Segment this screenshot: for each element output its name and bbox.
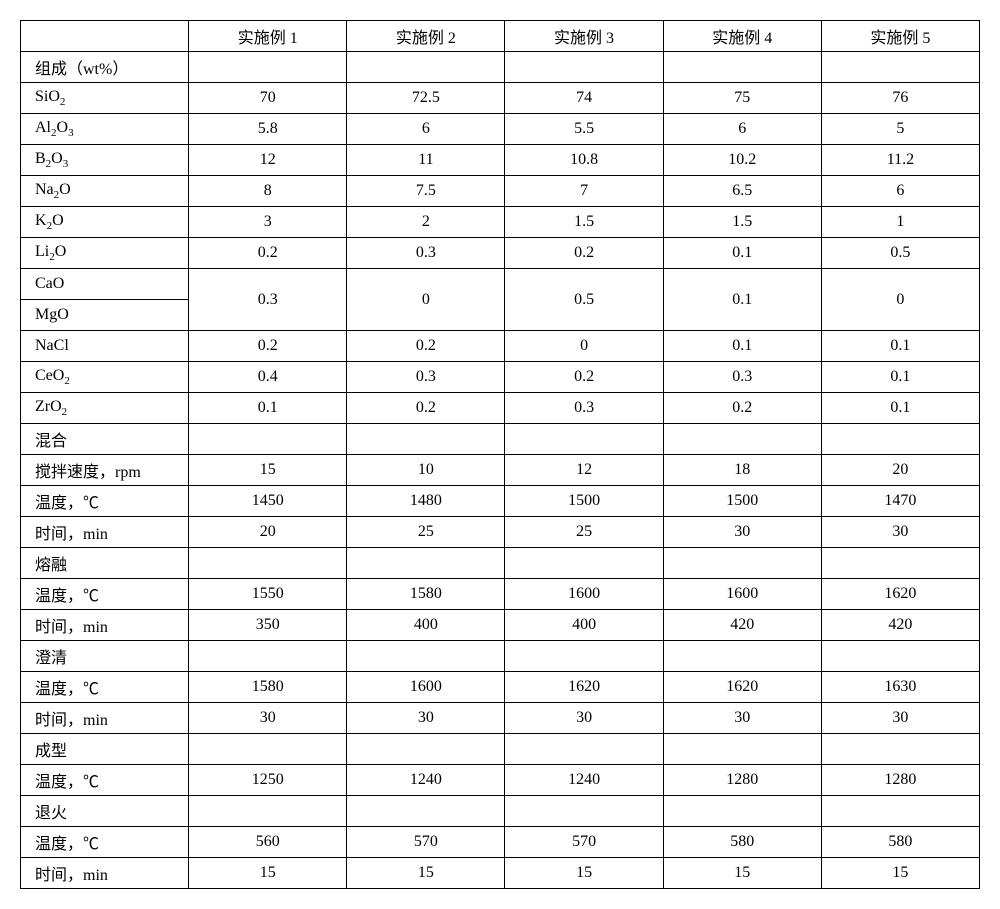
- row-fm-temp: 温度，℃ 1250 1240 1240 1280 1280: [21, 765, 980, 796]
- header-col-4: 实施例 4: [663, 21, 821, 52]
- section-composition: 组成（wt%）: [21, 52, 980, 83]
- section-mix: 混合: [21, 424, 980, 455]
- label-li2o: Li2O: [21, 238, 189, 269]
- label-rpm: 搅拌速度，rpm: [21, 455, 189, 486]
- row-zro2: ZrO2 0.1 0.2 0.3 0.2 0.1: [21, 393, 980, 424]
- composition-process-table: 实施例 1 实施例 2 实施例 3 实施例 4 实施例 5 组成（wt%） Si…: [20, 20, 980, 889]
- label-ceo2: CeO2: [21, 362, 189, 393]
- label-mix-temp: 温度，℃: [21, 486, 189, 517]
- header-blank: [21, 21, 189, 52]
- row-ceo2: CeO2 0.4 0.3 0.2 0.3 0.1: [21, 362, 980, 393]
- section-clarify-label: 澄清: [21, 641, 189, 672]
- label-sio2: SiO2: [21, 83, 189, 114]
- header-col-3: 实施例 3: [505, 21, 663, 52]
- label-k2o: K2O: [21, 207, 189, 238]
- row-nacl: NaCl 0.2 0.2 0 0.1 0.1: [21, 331, 980, 362]
- label-fm-temp: 温度，℃: [21, 765, 189, 796]
- row-al2o3: Al2O3 5.8 6 5.5 6 5: [21, 114, 980, 145]
- row-melt-temp: 温度，℃ 1550 1580 1600 1600 1620: [21, 579, 980, 610]
- label-melt-time: 时间，min: [21, 610, 189, 641]
- row-k2o: K2O 3 2 1.5 1.5 1: [21, 207, 980, 238]
- label-melt-temp: 温度，℃: [21, 579, 189, 610]
- label-na2o: Na2O: [21, 176, 189, 207]
- header-col-2: 实施例 2: [347, 21, 505, 52]
- label-cao: CaO: [21, 269, 189, 300]
- section-melt: 熔融: [21, 548, 980, 579]
- row-cl-time: 时间，min 30 30 30 30 30: [21, 703, 980, 734]
- label-zro2: ZrO2: [21, 393, 189, 424]
- row-an-temp: 温度，℃ 560 570 570 580 580: [21, 827, 980, 858]
- label-an-temp: 温度，℃: [21, 827, 189, 858]
- section-form-label: 成型: [21, 734, 189, 765]
- section-anneal-label: 退火: [21, 796, 189, 827]
- label-b2o3: B2O3: [21, 145, 189, 176]
- header-col-1: 实施例 1: [189, 21, 347, 52]
- section-mix-label: 混合: [21, 424, 189, 455]
- row-mix-time: 时间，min 20 25 25 30 30: [21, 517, 980, 548]
- row-sio2: SiO2 70 72.5 74 75 76: [21, 83, 980, 114]
- row-melt-time: 时间，min 350 400 400 420 420: [21, 610, 980, 641]
- row-an-time: 时间，min 15 15 15 15 15: [21, 858, 980, 889]
- section-anneal: 退火: [21, 796, 980, 827]
- row-li2o: Li2O 0.2 0.3 0.2 0.1 0.5: [21, 238, 980, 269]
- label-an-time: 时间，min: [21, 858, 189, 889]
- section-clarify: 澄清: [21, 641, 980, 672]
- header-row: 实施例 1 实施例 2 实施例 3 实施例 4 实施例 5: [21, 21, 980, 52]
- row-cao: CaO 0.3 0 0.5 0.1 0: [21, 269, 980, 300]
- label-nacl: NaCl: [21, 331, 189, 362]
- row-mix-temp: 温度，℃ 1450 1480 1500 1500 1470: [21, 486, 980, 517]
- section-composition-label: 组成（wt%）: [21, 52, 189, 83]
- row-na2o: Na2O 8 7.5 7 6.5 6: [21, 176, 980, 207]
- label-cl-time: 时间，min: [21, 703, 189, 734]
- label-cl-temp: 温度，℃: [21, 672, 189, 703]
- section-form: 成型: [21, 734, 980, 765]
- row-b2o3: B2O3 12 11 10.8 10.2 11.2: [21, 145, 980, 176]
- label-al2o3: Al2O3: [21, 114, 189, 145]
- label-mgo: MgO: [21, 300, 189, 331]
- header-col-5: 实施例 5: [821, 21, 979, 52]
- row-cl-temp: 温度，℃ 1580 1600 1620 1620 1630: [21, 672, 980, 703]
- label-mix-time: 时间，min: [21, 517, 189, 548]
- section-melt-label: 熔融: [21, 548, 189, 579]
- row-rpm: 搅拌速度，rpm 15 10 12 18 20: [21, 455, 980, 486]
